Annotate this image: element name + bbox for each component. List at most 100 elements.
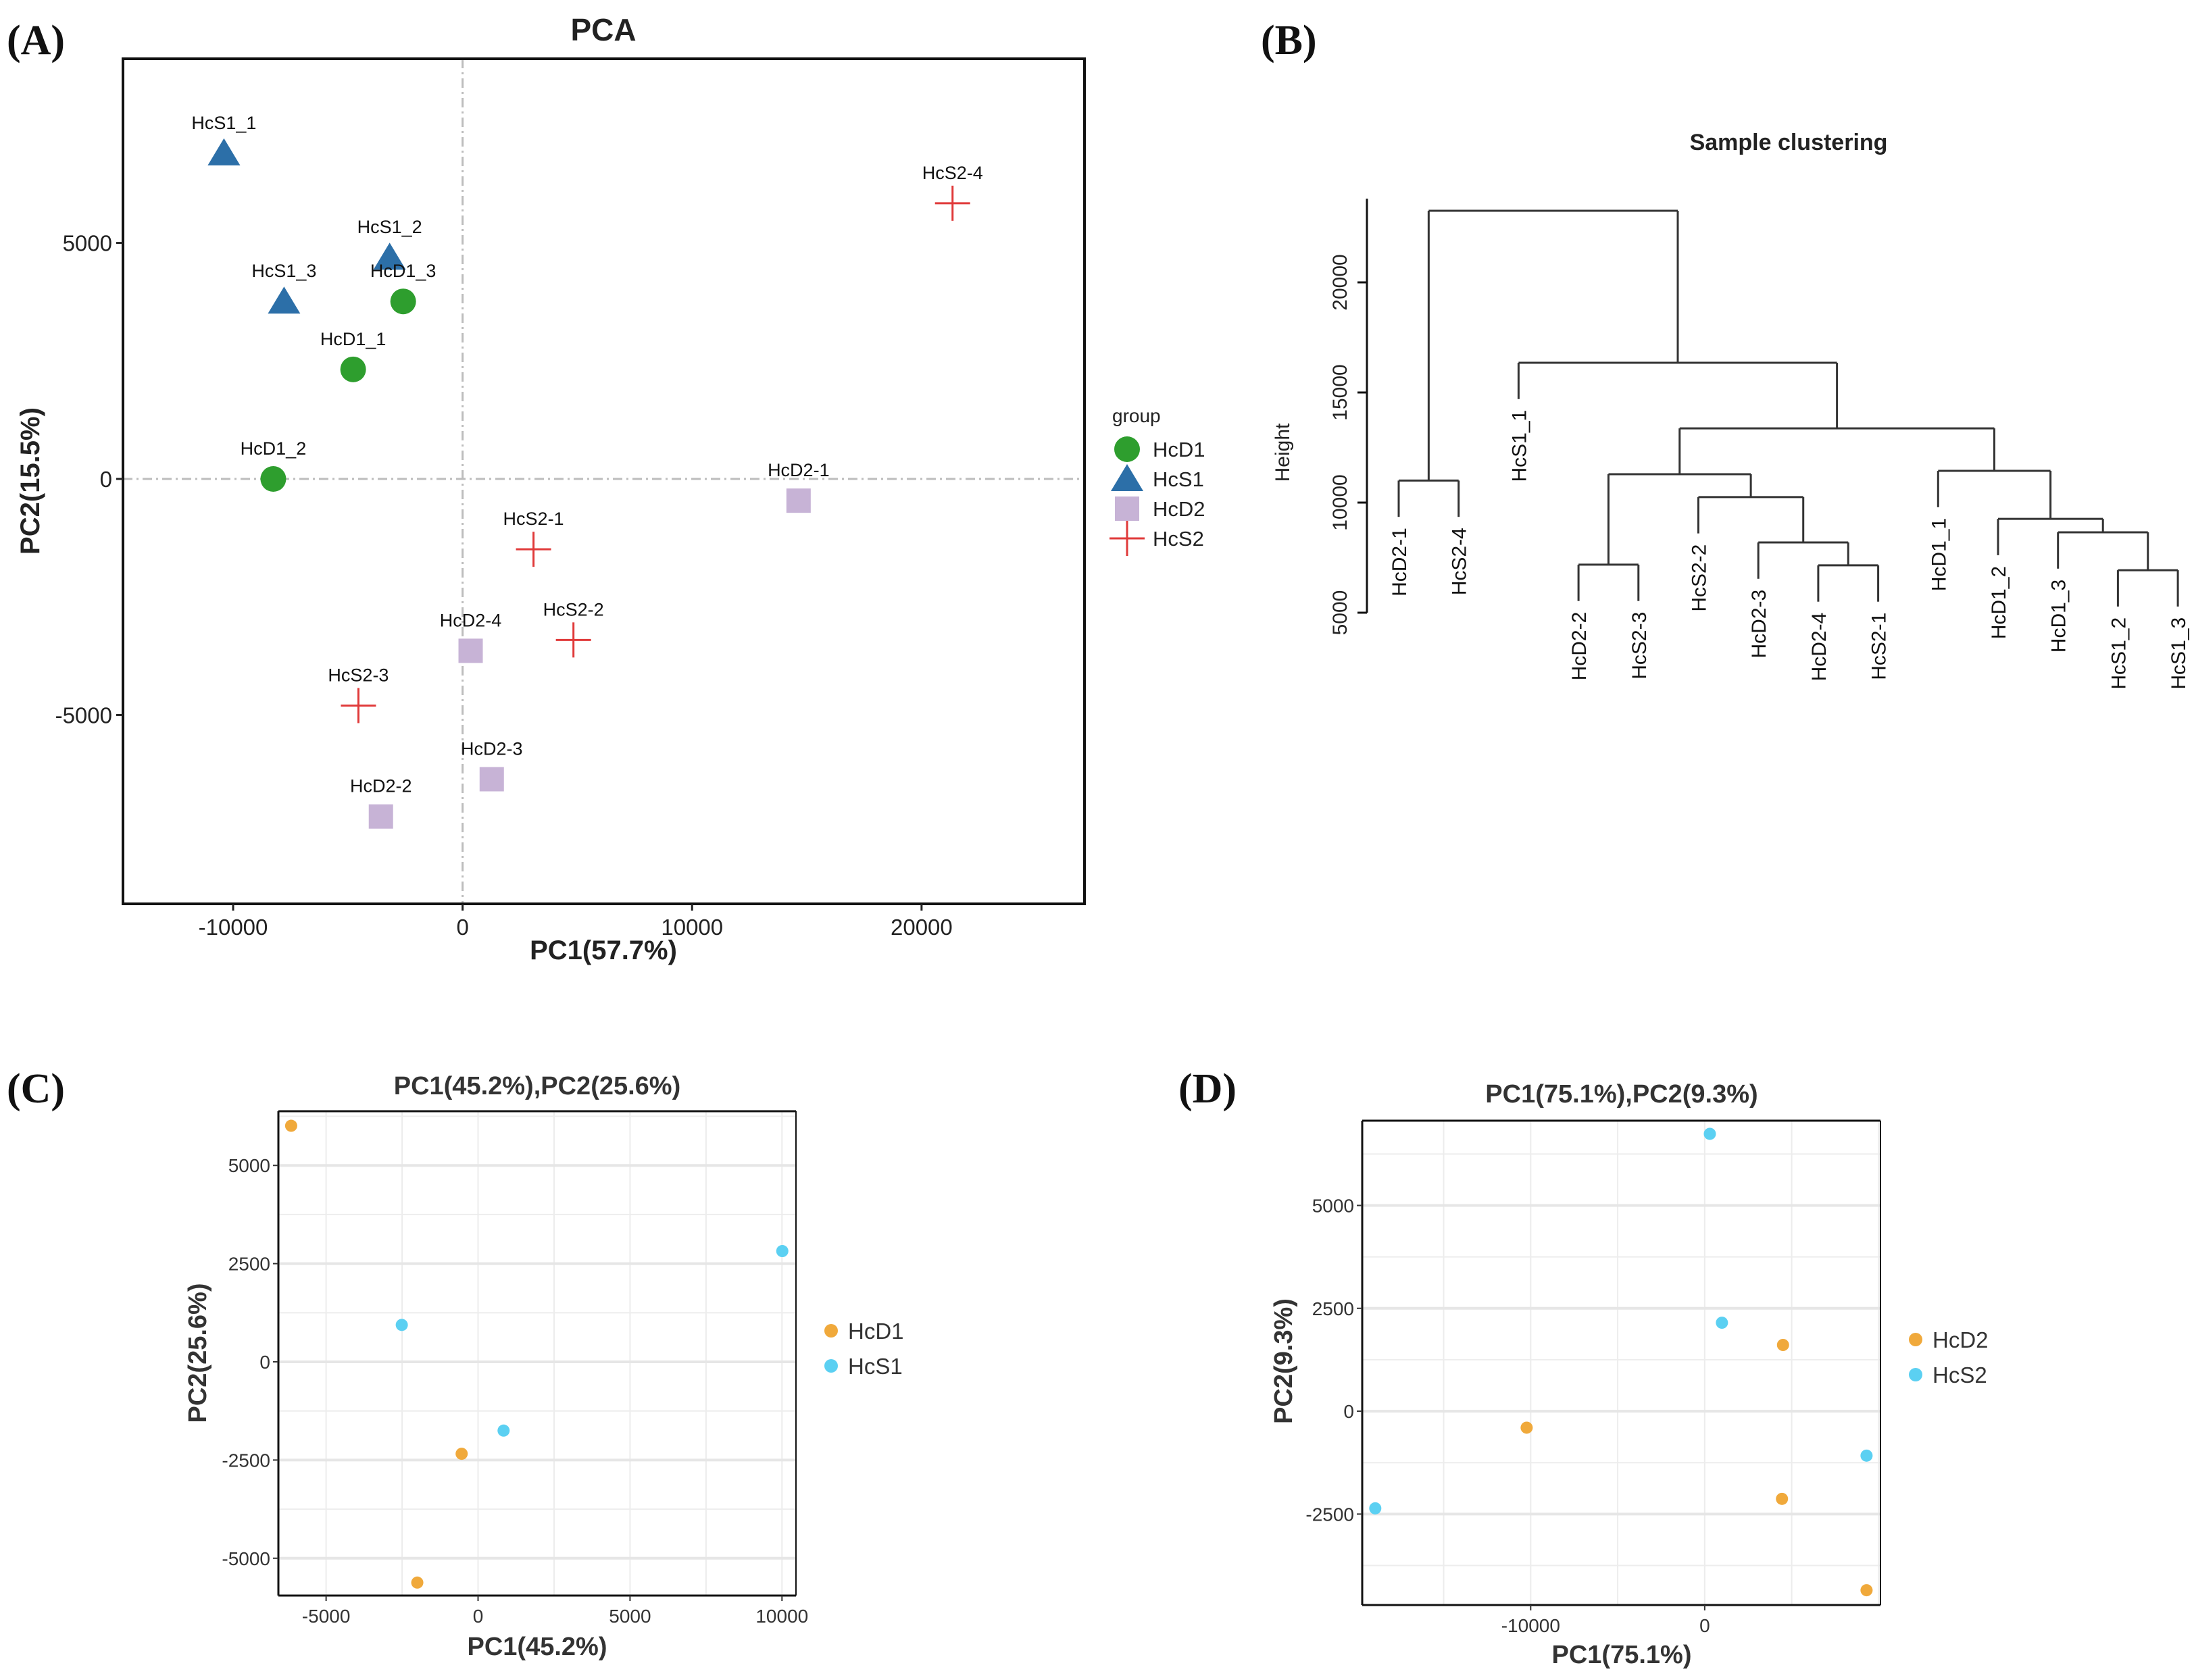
point-label: HcD1_2 (241, 438, 307, 459)
data-point (1860, 1584, 1873, 1597)
point-label: HcD2-2 (350, 776, 412, 796)
panel-c-pca: (C) PC1(45.2%),PC2(25.6%) -5000 0 5000 1000… (7, 1066, 904, 1661)
panel-c-x-axis-title: PC1(45.2%) (468, 1633, 607, 1661)
legend-key-dot (1909, 1333, 1922, 1346)
data-point-square (368, 804, 393, 829)
panel-b-title: Sample clustering (1690, 130, 1888, 155)
panel-a-plot-area: -10000 0 10000 20000 -5000 0 5000 HcS1_1 HcS1_2 H… (55, 57, 1086, 940)
x-tick-label: -10000 (199, 915, 268, 940)
y-tick-label: 2500 (228, 1254, 270, 1275)
data-point (1520, 1421, 1533, 1434)
leaf-label: HcS1_1 (1508, 410, 1530, 482)
leaf-label: HcD2-3 (1748, 590, 1770, 659)
panel-b-y-axis-title: Height (1272, 423, 1294, 482)
y-tick-label: -2500 (1305, 1504, 1354, 1525)
panel-c-label: (C) (7, 1066, 65, 1112)
x-tick-label: 0 (473, 1606, 484, 1627)
panel-a-title: PCA (570, 12, 636, 47)
y-tick-label: 5000 (63, 231, 112, 256)
panel-d-label: (D) (1178, 1066, 1237, 1112)
x-tick-label: 0 (456, 915, 468, 940)
panel-a-y-axis-title: PC2(15.5%) (16, 407, 45, 555)
leaf-label: HcS2-2 (1689, 544, 1711, 612)
legend-entry-label: HcD2 (1153, 497, 1205, 521)
panel-d-plot-area: -10000 0 -2500 0 2500 5000 (1305, 1119, 1881, 1636)
leaf-label: HcS1_3 (2168, 617, 2190, 690)
data-point-triangle (268, 286, 301, 314)
legend-key-dot (1909, 1368, 1922, 1381)
legend-entry-label: HcS1 (848, 1354, 903, 1379)
y-tick-label: 15000 (1329, 364, 1351, 420)
y-tick-label: 10000 (1329, 474, 1351, 530)
x-tick-label: -5000 (302, 1606, 351, 1627)
panel-c-legend: HcD1 HcS1 (824, 1319, 904, 1379)
y-tick-label: -5000 (55, 703, 112, 728)
panel-a-pca: (A) PCA -10000 0 10000 20000 -5000 0 5000 HcS1_… (7, 12, 1205, 965)
x-tick-label: -10000 (1501, 1615, 1560, 1636)
data-point-cross (555, 622, 591, 658)
panel-d-y-axis-title: PC2(9.3%) (1270, 1298, 1298, 1424)
data-point-cross (516, 532, 551, 567)
point-label: HcS2-1 (503, 509, 564, 529)
point-label: HcD2-3 (461, 738, 523, 759)
panel-a-x-axis-title: PC1(57.7%) (530, 936, 677, 965)
data-point (1776, 1339, 1789, 1352)
y-tick-label: 0 (259, 1352, 270, 1373)
y-tick-label: 20000 (1329, 254, 1351, 310)
panel-d-title: PC1(75.1%),PC2(9.3%) (1485, 1080, 1757, 1109)
point-label: HcS1_3 (251, 261, 316, 281)
legend-entry-label: HcS2 (1933, 1363, 1987, 1388)
data-point-square (786, 488, 811, 513)
data-point-circle (390, 288, 416, 315)
data-point (1703, 1127, 1716, 1140)
y-tick-label: 0 (100, 467, 112, 492)
legend-key-square (1115, 497, 1139, 521)
legend-key-circle (1114, 436, 1140, 462)
legend-key-triangle (1111, 464, 1143, 491)
y-tick-label: 5000 (1312, 1195, 1354, 1216)
leaf-label: HcD1_3 (2048, 580, 2070, 653)
panel-c-plot-area: -5000 0 5000 10000 -5000 -2500 0 2500 5000 (222, 1110, 808, 1627)
y-tick-label: 2500 (1312, 1298, 1354, 1319)
data-point-square (479, 767, 504, 792)
panel-b-plot-area: 5000 10000 15000 20000 HcD2-1 HcS2-4 HcS1_1 HcD… (1329, 199, 2190, 690)
x-tick-label: 0 (1699, 1615, 1710, 1636)
x-tick-label: 10000 (661, 915, 723, 940)
x-tick-label: 5000 (609, 1606, 651, 1627)
panel-d-legend: HcD2 HcS2 (1909, 1327, 1989, 1388)
point-label: HcS2-2 (543, 599, 604, 619)
y-tick-label: -2500 (222, 1450, 270, 1471)
x-tick-label: 10000 (755, 1606, 808, 1627)
panel-c-y-axis-title: PC2(25.6%) (184, 1283, 212, 1423)
leaf-label: HcS1_2 (2108, 617, 2130, 690)
panel-a-legend: group HcD1 HcS1 HcD2 HcS2 (1110, 405, 1205, 556)
leaf-label: HcD2-2 (1568, 612, 1591, 681)
data-point (284, 1119, 297, 1132)
plot-frame (122, 57, 1086, 905)
data-point-triangle (373, 243, 406, 270)
legend-entry-label: HcS1 (1153, 467, 1204, 491)
data-point-circle (340, 356, 366, 382)
leaf-label: HcD1_2 (1988, 566, 2010, 639)
data-point (455, 1448, 468, 1460)
data-point (497, 1424, 510, 1437)
legend-key-dot (824, 1359, 838, 1373)
point-label: HcD2-4 (440, 610, 502, 630)
data-point (1776, 1492, 1789, 1505)
data-point (411, 1576, 424, 1589)
point-label: HcS1_2 (357, 217, 422, 237)
leaf-label: HcD1_1 (1928, 518, 1950, 591)
legend-entry-label: HcD2 (1933, 1327, 1989, 1352)
data-point (1860, 1449, 1873, 1462)
x-tick-label: 20000 (891, 915, 953, 940)
data-point (1716, 1317, 1728, 1329)
legend-entry-label: HcS2 (1153, 527, 1204, 551)
point-label: HcD1_1 (320, 329, 387, 349)
legend-key-dot (824, 1324, 838, 1338)
data-point (1369, 1502, 1382, 1514)
legend-key-cross (1110, 521, 1145, 556)
data-point-circle (260, 466, 286, 492)
y-tick-label: 5000 (1329, 590, 1351, 636)
panel-d-x-axis-title: PC1(75.1%) (1552, 1641, 1692, 1669)
